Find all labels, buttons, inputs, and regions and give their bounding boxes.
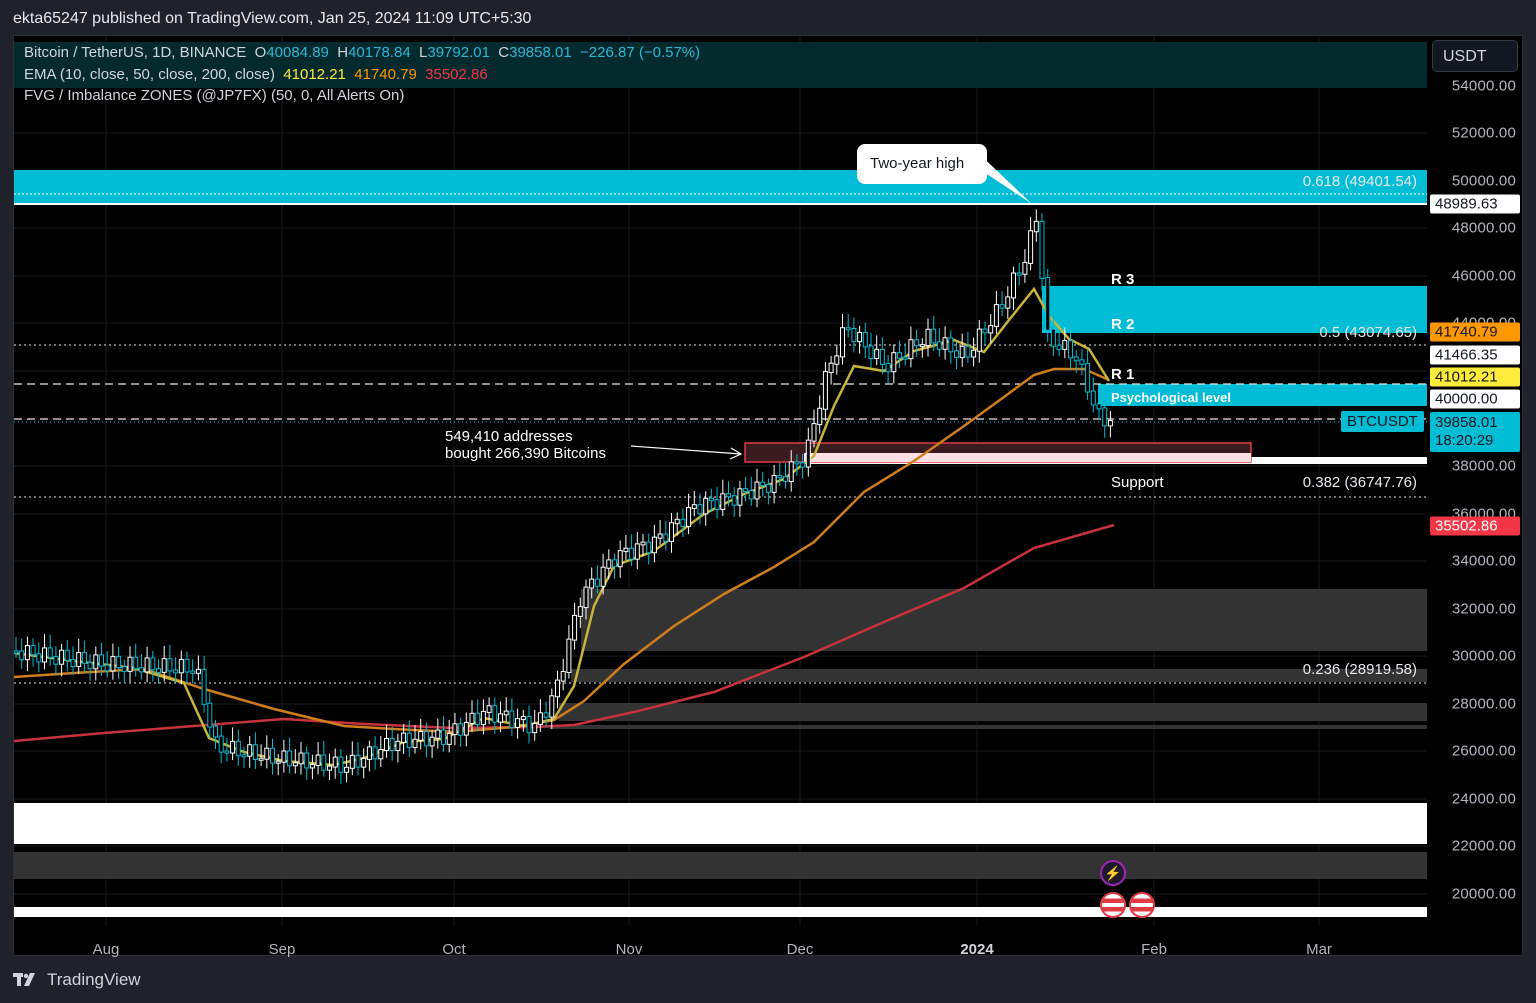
legend-symbol-row[interactable]: Bitcoin / TetherUS, 1D, BINANCE O40084.8…	[14, 42, 700, 64]
open-label: O	[254, 44, 267, 61]
publish-info: ekta65247 published on TradingView.com, …	[13, 10, 532, 27]
legend-fvg-row[interactable]: FVG / Imbalance ZONES (@JP7FX) (50, 0, A…	[14, 85, 700, 107]
chart-legend: Bitcoin / TetherUS, 1D, BINANCE O40084.8…	[14, 42, 700, 107]
time-tick: Mar	[1306, 941, 1332, 958]
price-tick: 50000.00	[1451, 172, 1516, 190]
chart-frame[interactable]: Bitcoin / TetherUS, 1D, BINANCE O40084.8…	[13, 35, 1524, 958]
legend-band	[14, 42, 1427, 88]
last-price: 39858.01	[1435, 414, 1498, 431]
high-price-tag: 48989.63	[1430, 194, 1520, 214]
lightning-event-icon[interactable]: ⚡	[1100, 860, 1126, 886]
price-tick: 22000.00	[1451, 837, 1516, 855]
addresses-annotation: 549,410 addresses bought 266,390 Bitcoin…	[445, 428, 606, 462]
change-value: −226.87 (−0.57%)	[580, 44, 701, 61]
fvg-label: FVG / Imbalance ZONES (@JP7FX) (50, 0, A…	[24, 87, 405, 104]
price-tick: 24000.00	[1451, 790, 1516, 808]
price-tick: 30000.00	[1451, 647, 1516, 665]
time-tick: Oct	[442, 941, 466, 958]
fib-618-label: 0.618 (49401.54)	[1302, 173, 1417, 190]
ema10-price-tag: 41012.21	[1430, 367, 1520, 387]
fib-5-label: 0.5 (43074.65)	[1319, 324, 1417, 341]
support-label: Support	[1111, 474, 1164, 491]
r3-label: R 3	[1111, 271, 1135, 288]
addresses-line1: 549,410 addresses	[445, 428, 573, 445]
currency-button[interactable]: USDT	[1432, 40, 1518, 72]
price-tick: 26000.00	[1451, 742, 1516, 760]
two-year-high-callout: Two-year high	[857, 144, 987, 184]
addresses-line2: bought 266,390 Bitcoins	[445, 445, 606, 462]
open-value: 40084.89	[266, 44, 329, 61]
psych-price-tag: 40000.00	[1430, 389, 1520, 409]
close-value: 39858.01	[509, 44, 572, 61]
tradingview-logo[interactable]: TradingView	[13, 970, 141, 990]
symbol-tag: BTCUSDT	[1341, 411, 1424, 432]
time-tick: Aug	[92, 941, 120, 958]
level-price-tag: 41466.35	[1430, 345, 1520, 365]
r2-label: R 2	[1111, 316, 1135, 333]
high-value: 40178.84	[348, 44, 411, 61]
ema50-value: 41740.79	[354, 65, 417, 83]
price-tick: 32000.00	[1451, 600, 1516, 618]
price-tick: 48000.00	[1451, 219, 1516, 237]
ema-label: EMA (10, close, 50, close, 200, close)	[24, 65, 275, 83]
legend-ema-row[interactable]: EMA (10, close, 50, close, 200, close) 4…	[14, 64, 700, 86]
price-tick: 46000.00	[1451, 267, 1516, 285]
ema200-price-tag: 35502.86	[1430, 516, 1520, 536]
bar-countdown: 18:20:29	[1435, 432, 1494, 449]
close-label: C	[498, 44, 510, 61]
us-flag-event-icon[interactable]	[1129, 892, 1155, 918]
psychological-level-label: Psychological level	[1111, 390, 1231, 405]
time-tick: Feb	[1141, 941, 1167, 958]
ema50-price-tag: 41740.79	[1430, 322, 1520, 342]
time-tick: Sep	[268, 941, 296, 958]
price-tick: 20000.00	[1451, 885, 1516, 903]
time-tick: 2024	[960, 941, 994, 958]
high-label: H	[337, 44, 349, 61]
r1-label: R 1	[1111, 366, 1135, 383]
last-price-tag: 39858.01 18:20:29	[1430, 412, 1520, 452]
brand-name: TradingView	[47, 970, 141, 989]
tradingview-logo-icon	[13, 973, 35, 986]
ema10-value: 41012.21	[283, 65, 346, 83]
fib-382-label: 0.382 (36747.76)	[1302, 474, 1417, 491]
chart-plot-area[interactable]: Bitcoin / TetherUS, 1D, BINANCE O40084.8…	[14, 36, 1427, 926]
price-tick: 34000.00	[1451, 552, 1516, 570]
time-tick: Nov	[615, 941, 643, 958]
price-scale[interactable]: USDT 54000.00 52000.00 50000.00 48000.00…	[1427, 36, 1524, 957]
fib-236-label: 0.236 (28919.58)	[1302, 661, 1417, 678]
low-value: 39792.01	[427, 44, 490, 61]
legend-symbol: Bitcoin / TetherUS, 1D, BINANCE	[24, 44, 247, 61]
price-tick: 28000.00	[1451, 695, 1516, 713]
us-flag-event-icon[interactable]	[1100, 892, 1126, 918]
candlesticks	[14, 209, 1113, 785]
price-tick: 54000.00	[1451, 77, 1516, 95]
price-tick: 52000.00	[1451, 124, 1516, 142]
low-label: L	[419, 44, 428, 61]
ema200-value: 35502.86	[425, 65, 488, 83]
price-tick: 38000.00	[1451, 457, 1516, 475]
price-chart-svg	[14, 36, 1427, 926]
time-tick: Dec	[786, 941, 814, 958]
